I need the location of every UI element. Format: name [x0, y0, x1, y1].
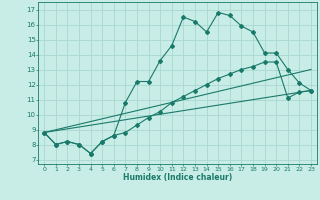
X-axis label: Humidex (Indice chaleur): Humidex (Indice chaleur) [123, 173, 232, 182]
